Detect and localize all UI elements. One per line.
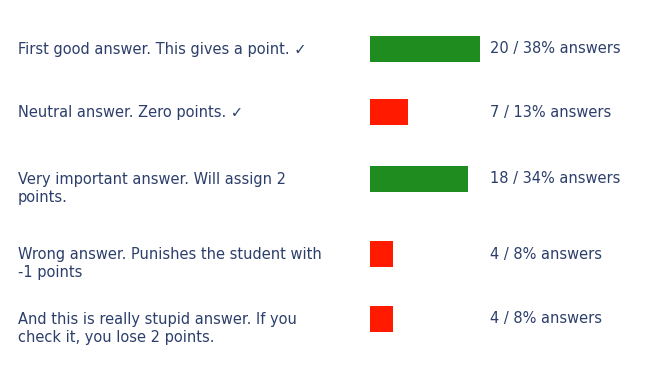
- Text: 7 / 13% answers: 7 / 13% answers: [490, 105, 611, 120]
- Text: Wrong answer. Punishes the student with: Wrong answer. Punishes the student with: [18, 247, 322, 262]
- Bar: [370, 306, 393, 332]
- Bar: [370, 36, 480, 62]
- Text: Very important answer. Will assign 2: Very important answer. Will assign 2: [18, 172, 286, 187]
- Text: check it, you lose 2 points.: check it, you lose 2 points.: [18, 330, 215, 345]
- Text: Neutral answer. Zero points. ✓: Neutral answer. Zero points. ✓: [18, 105, 243, 120]
- Text: 4 / 8% answers: 4 / 8% answers: [490, 246, 602, 261]
- Bar: [370, 166, 469, 192]
- Text: 18 / 34% answers: 18 / 34% answers: [490, 172, 621, 187]
- Text: 4 / 8% answers: 4 / 8% answers: [490, 311, 602, 326]
- Text: And this is really stupid answer. If you: And this is really stupid answer. If you: [18, 312, 297, 327]
- Text: First good answer. This gives a point. ✓: First good answer. This gives a point. ✓: [18, 42, 307, 57]
- Bar: [370, 241, 393, 267]
- Text: points.: points.: [18, 190, 68, 205]
- Bar: [370, 99, 408, 125]
- Text: 20 / 38% answers: 20 / 38% answers: [490, 41, 621, 56]
- Text: -1 points: -1 points: [18, 265, 83, 280]
